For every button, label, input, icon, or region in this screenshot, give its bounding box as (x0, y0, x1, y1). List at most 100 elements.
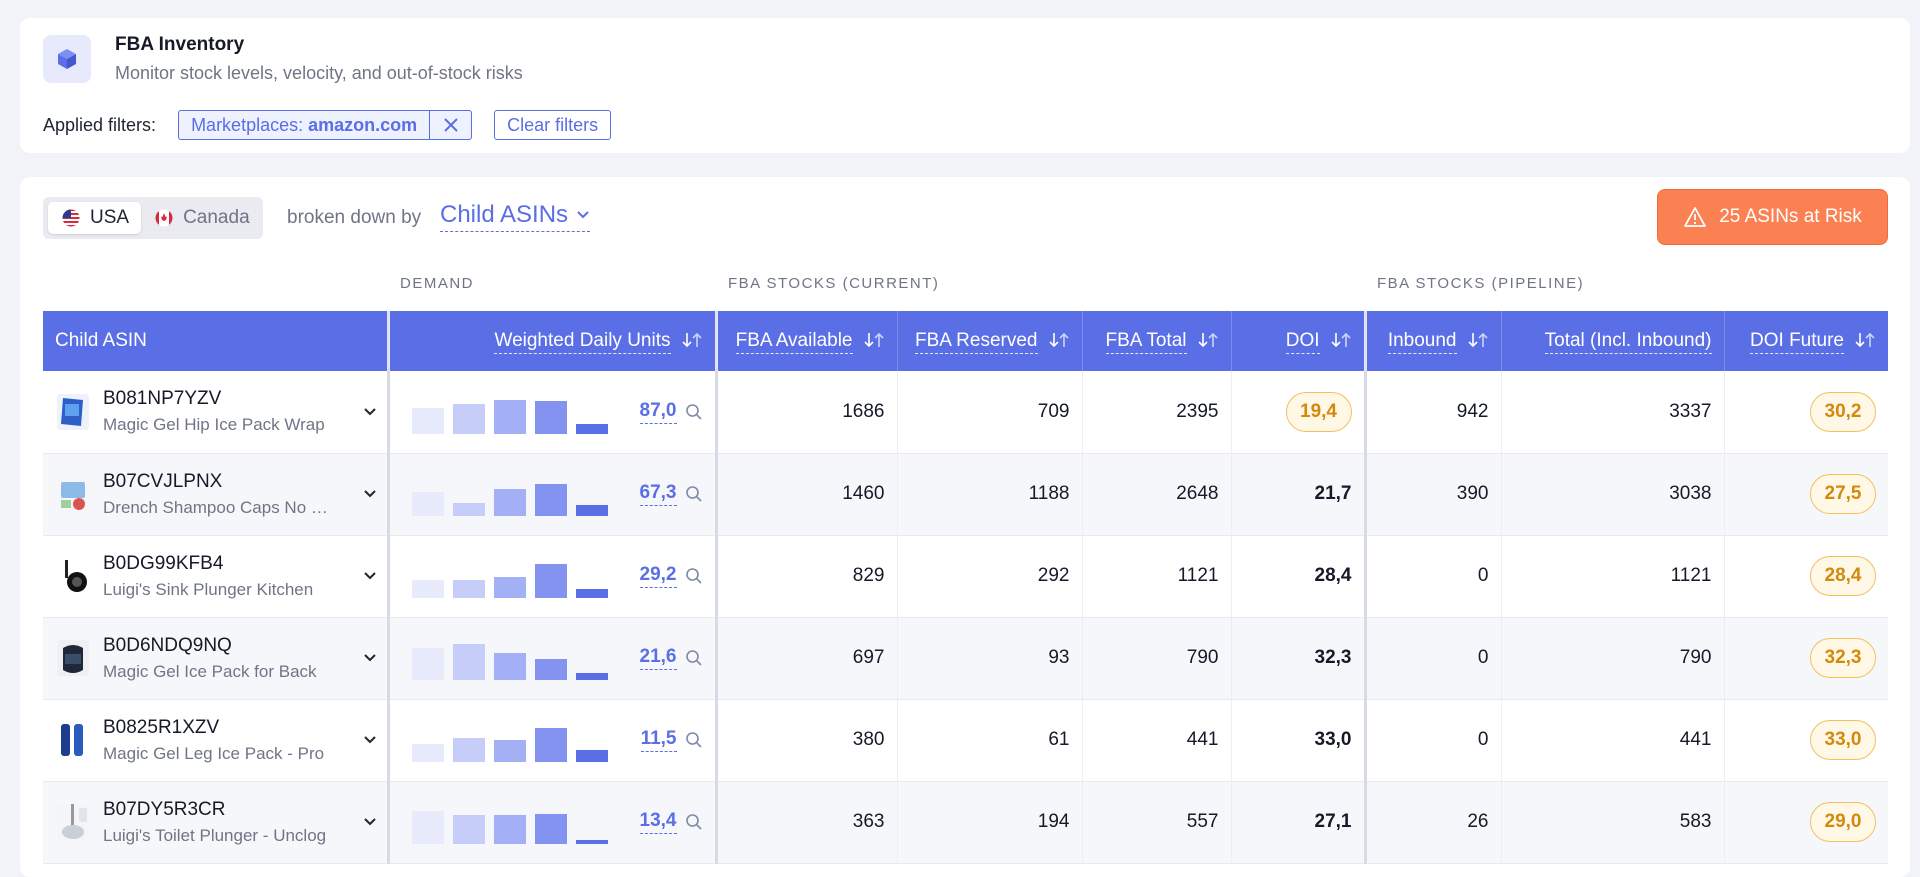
product-thumbnail (57, 722, 89, 758)
weighted-daily-units-cell: 13,4 (386, 781, 716, 864)
asin-cell: B07CVJLPNX Drench Shampoo Caps No Rinse (43, 453, 388, 536)
chevron-down-icon[interactable] (363, 817, 377, 827)
inbound-cell: 0 (1363, 617, 1501, 700)
doi-future-cell: 33,0 (1723, 699, 1888, 782)
fba-total-cell: 441 (1081, 699, 1231, 782)
chevron-down-icon[interactable] (363, 489, 377, 499)
col-fba-available-label: FBA Available (735, 330, 853, 354)
sort-icon[interactable] (1467, 331, 1489, 349)
table-row[interactable]: B07DY5R3CR Luigi's Toilet Plunger - Uncl… (43, 781, 1888, 864)
doi-value: 32,3 (1314, 647, 1352, 668)
demand-trend-bar (452, 738, 485, 762)
demand-trend-bar (411, 744, 444, 762)
chevron-down-icon[interactable] (363, 735, 377, 745)
col-fba-total[interactable]: FBA Total (1081, 311, 1231, 371)
demand-trend-bar (493, 489, 526, 516)
fba-reserved-cell: 709 (896, 371, 1082, 454)
col-inbound-label: Inbound (1387, 330, 1457, 354)
doi-value: 33,0 (1314, 729, 1352, 750)
dimension-value: Child ASINs (440, 201, 569, 228)
weighted-daily-units-link[interactable]: 67,3 (639, 482, 677, 506)
col-weighted-daily-units[interactable]: Weighted Daily Units (386, 311, 716, 371)
chevron-down-icon[interactable] (363, 653, 377, 663)
total-incl-inbound-cell: 583 (1500, 781, 1724, 864)
marketplace-canada[interactable]: Canada (141, 202, 262, 234)
fba-available-cell: 1686 (714, 371, 897, 454)
weighted-daily-units-link[interactable]: 13,4 (639, 810, 677, 834)
demand-trend-bar (575, 673, 608, 680)
weighted-daily-units-link[interactable]: 87,0 (639, 400, 677, 424)
sort-icon[interactable] (1197, 331, 1219, 349)
demand-trend-bars (411, 472, 608, 516)
sort-icon[interactable] (681, 331, 703, 349)
doi-value: 27,1 (1314, 811, 1352, 832)
sort-icon[interactable] (863, 331, 885, 349)
col-total-incl-inbound[interactable]: Total (Incl. Inbound) (1500, 311, 1724, 371)
search-icon[interactable] (685, 813, 703, 831)
chevron-down-icon[interactable] (363, 407, 377, 417)
col-doi-future[interactable]: DOI Future (1723, 311, 1888, 371)
table-row[interactable]: B0825R1XZV Magic Gel Leg Ice Pack - Pro … (43, 699, 1888, 782)
demand-trend-bar (452, 403, 485, 434)
col-inbound[interactable]: Inbound (1363, 311, 1501, 371)
filter-chip-text[interactable]: Marketplaces: amazon.com (179, 111, 429, 139)
search-icon[interactable] (685, 485, 703, 503)
remove-filter-button[interactable] (429, 111, 471, 139)
doi-cell: 32,3 (1230, 617, 1365, 700)
col-fba-reserved[interactable]: FBA Reserved (896, 311, 1082, 371)
product-name: Luigi's Toilet Plunger - Unclog (103, 825, 327, 845)
chevron-down-icon[interactable] (363, 571, 377, 581)
total-incl-inbound-cell: 1121 (1500, 535, 1724, 618)
col-fba-available[interactable]: FBA Available (714, 311, 897, 371)
us-flag-icon (62, 209, 80, 227)
doi-future-badge: 27,5 (1810, 474, 1876, 514)
demand-trend-bar (534, 484, 567, 516)
filter-chip-marketplaces[interactable]: Marketplaces: amazon.com (178, 110, 473, 140)
clear-filters-button[interactable]: Clear filters (494, 110, 612, 140)
total-incl-inbound-cell: 790 (1500, 617, 1724, 700)
table-row[interactable]: B081NP7YZV Magic Gel Hip Ice Pack Wrap 8… (43, 371, 1888, 454)
demand-trend-bar (575, 423, 608, 434)
page-header: FBA Inventory Monitor stock levels, velo… (20, 18, 1910, 153)
marketplace-usa[interactable]: USA (48, 202, 142, 234)
filters-label: Applied filters: (43, 114, 157, 135)
product-name: Magic Gel Ice Pack for Back (103, 661, 317, 681)
search-icon[interactable] (685, 567, 703, 585)
table-row[interactable]: B0D6NDQ9NQ Magic Gel Ice Pack for Back 2… (43, 617, 1888, 700)
sort-icon[interactable] (1854, 331, 1876, 349)
applied-filters: Applied filters: Marketplaces: amazon.com… (43, 110, 612, 140)
table-row[interactable]: B07CVJLPNX Drench Shampoo Caps No Rinse … (43, 453, 1888, 536)
fba-available-cell: 829 (714, 535, 897, 618)
demand-trend-bar (452, 580, 485, 598)
sort-icon[interactable] (1048, 331, 1070, 349)
weighted-daily-units-link[interactable]: 11,5 (640, 728, 677, 752)
doi-future-cell: 29,0 (1723, 781, 1888, 864)
demand-trend-bar (493, 815, 526, 844)
doi-cell: 27,1 (1230, 781, 1365, 864)
total-incl-inbound-cell: 441 (1500, 699, 1724, 782)
dimension-dropdown[interactable]: Child ASINs (440, 201, 591, 232)
box-icon (43, 35, 91, 83)
filter-chip-key: Marketplaces: (191, 114, 304, 135)
product-name: Drench Shampoo Caps No Rinse (103, 497, 337, 517)
weighted-daily-units-link[interactable]: 29,2 (639, 564, 677, 588)
col-fba-total-label: FBA Total (1105, 330, 1187, 354)
search-icon[interactable] (685, 403, 703, 421)
search-icon[interactable] (685, 731, 703, 749)
weighted-daily-units-link[interactable]: 21,6 (639, 646, 677, 670)
fba-reserved-cell: 194 (896, 781, 1082, 864)
col-doi[interactable]: DOI (1230, 311, 1365, 371)
table-row[interactable]: B0DG99KFB4 Luigi's Sink Plunger Kitchen … (43, 535, 1888, 618)
col-child-asin[interactable]: Child ASIN (43, 311, 388, 371)
group-label-pipeline: FBA STOCKS (PIPELINE) (1377, 275, 1585, 292)
demand-trend-bar (493, 399, 526, 434)
fba-reserved-cell: 292 (896, 535, 1082, 618)
sort-icon[interactable] (1330, 331, 1352, 349)
demand-trend-bar (411, 580, 444, 598)
fba-available-cell: 697 (714, 617, 897, 700)
inbound-cell: 26 (1363, 781, 1501, 864)
search-icon[interactable] (685, 649, 703, 667)
asin-cell: B081NP7YZV Magic Gel Hip Ice Pack Wrap (43, 371, 388, 454)
demand-trend-bar (575, 840, 608, 844)
asins-at-risk-button[interactable]: 25 ASINs at Risk (1657, 189, 1888, 245)
